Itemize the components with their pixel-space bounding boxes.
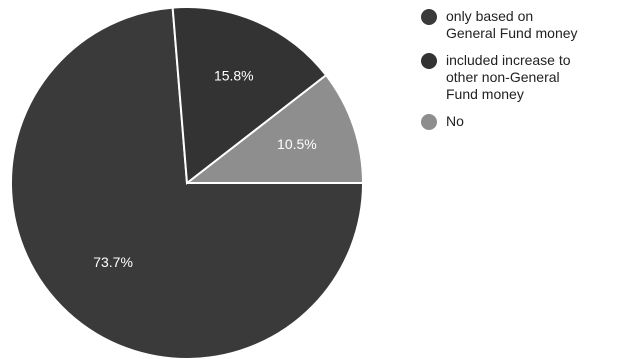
legend-item-general-fund: only based on General Fund money [421,8,626,42]
legend-item-non-general-fund: included increase to other non-General F… [421,52,626,103]
legend-label-no: No [446,113,464,129]
data-label-non-general-fund: 15.8% [214,67,254,83]
legend-item-no: No [421,113,626,130]
pie-slice-no [184,73,365,184]
data-label-general-fund: 73.7% [93,254,133,270]
legend-swatch-general-fund [421,9,437,25]
legend-label-non-general-fund: included increase to other non-General F… [446,52,571,102]
legend-label-general-fund: only based on General Fund money [446,8,578,41]
pie-slice-non-general-fund [171,6,328,185]
chart-legend: only based on General Fund money include… [421,8,626,140]
data-label-no: 10.5% [277,136,317,152]
legend-swatch-non-general-fund [421,53,437,69]
legend-swatch-no [421,114,437,130]
